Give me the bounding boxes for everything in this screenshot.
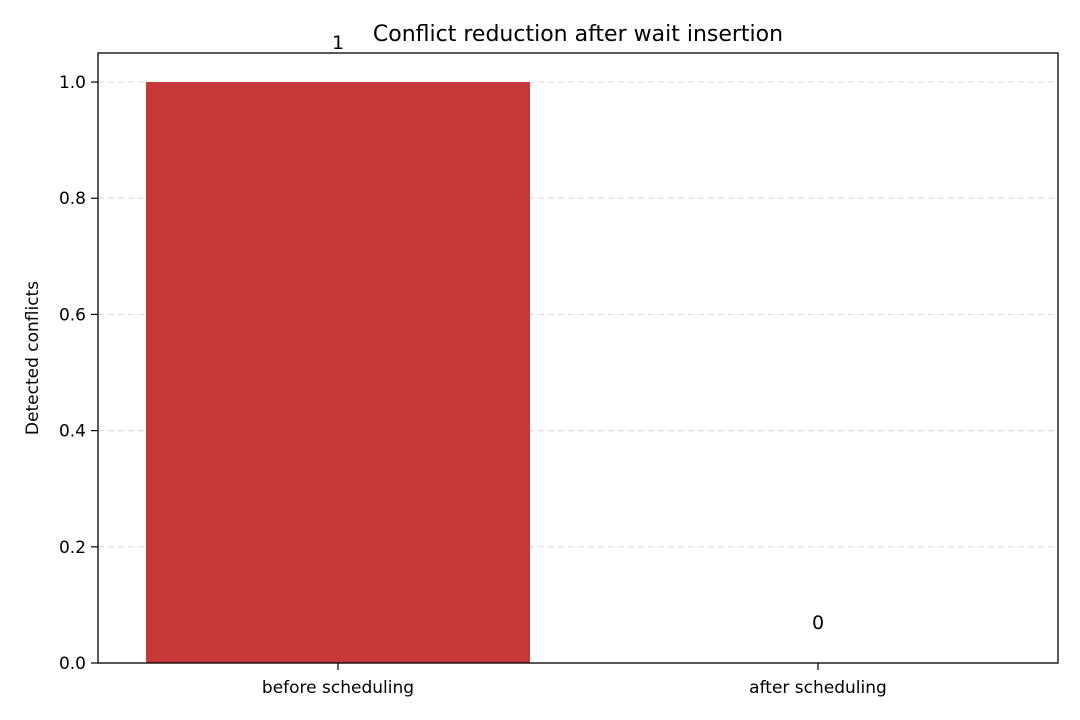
data-label: 1 [332, 32, 344, 54]
y-tick-label: 1.0 [59, 73, 86, 93]
y-tick-label: 0.2 [59, 538, 86, 558]
plot-frame [97, 52, 1059, 664]
bar [146, 82, 530, 664]
y-tick-label: 0.8 [59, 189, 86, 209]
x-tick-label: after scheduling [749, 678, 887, 698]
y-tick-label: 0.4 [59, 422, 86, 442]
bars [146, 82, 530, 664]
chart-title: Conflict reduction after wait insertion [373, 22, 783, 47]
y-axis-label: Detected conflicts [23, 281, 43, 435]
data-label: 0 [812, 612, 824, 634]
x-axis: before scheduling after scheduling [262, 663, 887, 698]
y-tick-label: 0.6 [59, 305, 86, 325]
y-tick-label: 0.0 [59, 654, 86, 674]
y-axis: 0.0 0.2 0.4 0.6 0.8 1.0 [59, 73, 98, 674]
data-labels: 10 [332, 32, 824, 634]
x-tick-label: before scheduling [262, 678, 414, 698]
